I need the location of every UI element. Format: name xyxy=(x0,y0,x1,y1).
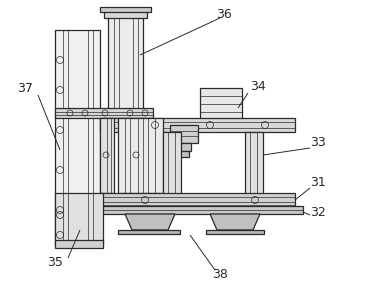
Text: 36: 36 xyxy=(216,7,232,20)
Bar xyxy=(200,88,242,128)
Bar xyxy=(55,30,100,245)
Text: 38: 38 xyxy=(212,268,228,282)
Bar xyxy=(245,132,263,202)
Polygon shape xyxy=(125,214,175,230)
Text: 32: 32 xyxy=(310,206,326,219)
Bar xyxy=(93,206,303,214)
Text: 37: 37 xyxy=(17,81,33,94)
Bar xyxy=(100,118,295,132)
Bar xyxy=(100,193,295,207)
Bar xyxy=(100,7,151,12)
Bar xyxy=(100,118,114,193)
Bar xyxy=(55,240,103,248)
Bar xyxy=(177,143,191,151)
Bar xyxy=(206,230,264,234)
Bar xyxy=(179,151,189,157)
Bar xyxy=(104,10,147,18)
Text: 33: 33 xyxy=(310,137,326,149)
Bar xyxy=(55,108,153,118)
Text: 34: 34 xyxy=(250,80,266,94)
Bar xyxy=(118,230,180,234)
Bar xyxy=(108,15,143,110)
Bar xyxy=(170,125,198,143)
Text: 35: 35 xyxy=(47,257,63,269)
Bar xyxy=(118,118,163,193)
Text: 31: 31 xyxy=(310,176,326,189)
Bar xyxy=(55,193,103,245)
Bar xyxy=(163,132,181,202)
Polygon shape xyxy=(210,214,260,230)
